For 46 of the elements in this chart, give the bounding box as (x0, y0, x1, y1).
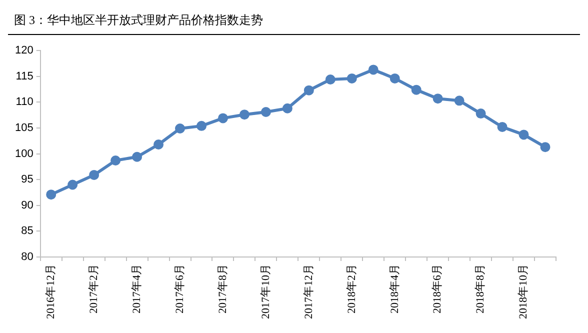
point (432, 94, 443, 104)
point (390, 73, 400, 84)
point (497, 122, 508, 132)
point (218, 113, 228, 124)
x-tick-label: 2018年4月 (388, 264, 401, 314)
x-tick-label: 2018年10月 (518, 264, 530, 319)
x-tick-label: 2018年6月 (432, 264, 444, 314)
y-tick-label: 95 (21, 174, 34, 186)
y-tick-label: 100 (14, 148, 34, 160)
chart-title: 图 3：华中地区半开放式理财产品价格指数走势 (8, 8, 580, 35)
point (454, 96, 464, 106)
x-tick-label: 2017年10月 (260, 264, 272, 319)
point (132, 152, 142, 162)
x-tick-label: 2016年12月 (44, 264, 57, 319)
point (411, 84, 422, 95)
point (282, 103, 292, 114)
point (346, 73, 357, 84)
point (175, 124, 186, 134)
point (325, 74, 336, 84)
point (46, 190, 56, 200)
point (260, 107, 271, 118)
x-tick-label: 2017年2月 (88, 264, 100, 314)
point (368, 64, 378, 75)
point (196, 120, 206, 131)
x-tick-label: 2018年2月 (346, 264, 358, 314)
y-tick-label: 120 (14, 44, 34, 57)
point (68, 180, 78, 190)
y-tick-label: 110 (16, 96, 34, 108)
point (540, 142, 550, 152)
point (89, 170, 100, 180)
point (476, 108, 486, 119)
point (154, 140, 164, 150)
x-tick-label: 2017年6月 (174, 264, 186, 314)
y-tick-label: 115 (16, 70, 34, 82)
point (518, 130, 529, 140)
x-tick-label: 2017年8月 (216, 264, 229, 314)
y-tick-label: 85 (21, 225, 34, 238)
point (239, 110, 250, 120)
point (110, 156, 121, 166)
y-tick-label: 105 (14, 122, 34, 134)
x-tick-label: 2017年4月 (130, 264, 143, 314)
y-tick-label: 80 (21, 251, 34, 264)
x-tick-label: 2017年12月 (302, 264, 315, 319)
x-tick-label: 2018年8月 (474, 264, 487, 314)
point (304, 85, 314, 96)
y-tick-label: 90 (21, 199, 34, 212)
